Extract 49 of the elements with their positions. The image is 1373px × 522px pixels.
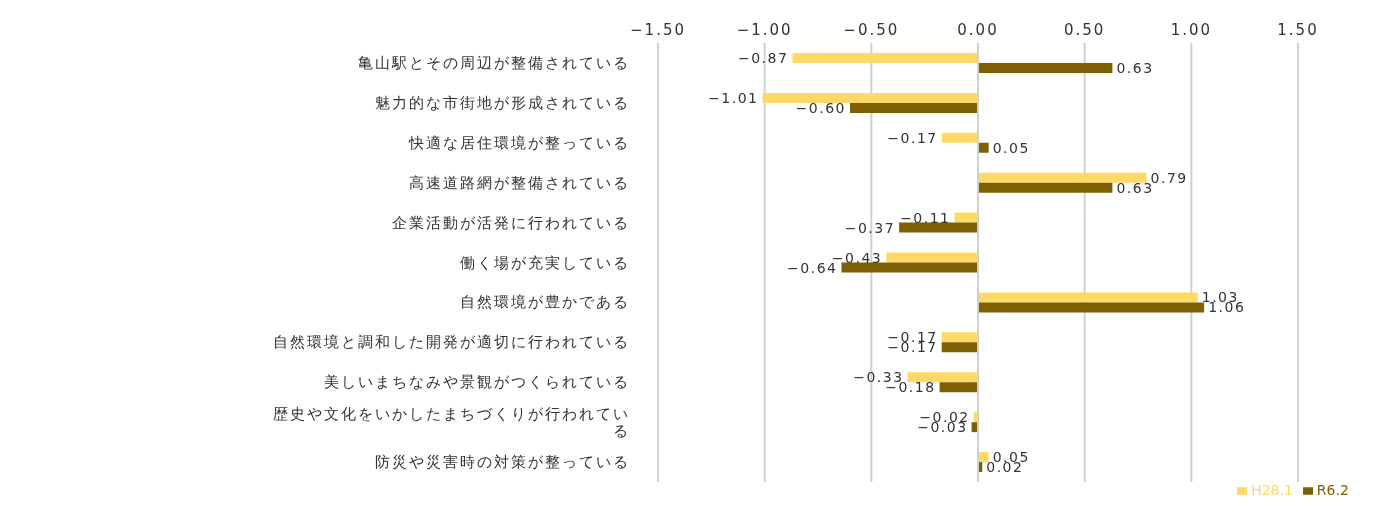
data-label: −0.37 — [844, 219, 896, 236]
y-tick-label: 魅力的な市街地が形成されている — [375, 93, 630, 112]
data-label: −0.11 — [900, 209, 951, 226]
x-tick-label: −0.50 — [843, 21, 900, 39]
legend-label: R6.2 — [1316, 482, 1349, 498]
y-tick-label: 企業活動が活発に行われている — [392, 213, 630, 232]
data-label: −0.64 — [787, 259, 838, 276]
y-tick-label: 美しいまちなみや景観がつくられている — [324, 373, 630, 392]
bar — [939, 382, 978, 393]
bar — [941, 132, 978, 143]
x-tick-label: 1.00 — [1170, 21, 1213, 39]
x-tick-label: 0.50 — [1063, 21, 1106, 39]
data-label: 0.05 — [992, 139, 1030, 156]
bar — [978, 172, 1147, 183]
bar — [954, 212, 978, 223]
y-tick-label: 防災や災害時の対策が整っている — [375, 453, 630, 472]
legend-label: H28.1 — [1251, 482, 1293, 498]
bar — [899, 222, 978, 233]
bar — [907, 372, 978, 383]
data-label: 0.63 — [1116, 59, 1154, 76]
bar — [978, 452, 989, 463]
y-tick-label: 歴史や文化をいかしたまちづくりが行われている — [273, 404, 630, 440]
bar — [978, 142, 989, 153]
y-tick-label: 自然環境が豊かである — [460, 293, 630, 312]
bar — [792, 52, 978, 63]
y-tick-label: 自然環境と調和した開発が適切に行われている — [273, 333, 630, 352]
bar — [978, 62, 1113, 73]
bar — [762, 92, 978, 103]
x-tick-label: −1.00 — [736, 21, 793, 39]
x-tick-label: −1.50 — [630, 21, 686, 39]
data-label: −0.87 — [737, 49, 789, 66]
bar — [841, 262, 978, 273]
bar — [978, 182, 1113, 193]
bar — [941, 342, 978, 353]
y-tick-label: 高速道路網が整備されている — [409, 173, 630, 192]
bar — [850, 102, 978, 113]
x-tick-label: 1.50 — [1277, 21, 1319, 39]
data-label: −0.60 — [795, 99, 846, 116]
bar — [978, 292, 1198, 303]
bar — [941, 332, 978, 343]
y-tick-label: 快適な居住環境が整っている — [408, 133, 630, 152]
bar — [978, 302, 1205, 313]
data-label: −1.01 — [708, 89, 759, 106]
y-tick-label: 働く場が充実している — [460, 253, 630, 272]
data-label: 0.79 — [1150, 169, 1188, 186]
bar — [886, 252, 978, 263]
y-tick-label: 亀山駅とその周辺が整備されている — [358, 53, 630, 72]
x-tick-label: 0.00 — [957, 21, 999, 39]
data-label: −0.17 — [887, 129, 938, 146]
